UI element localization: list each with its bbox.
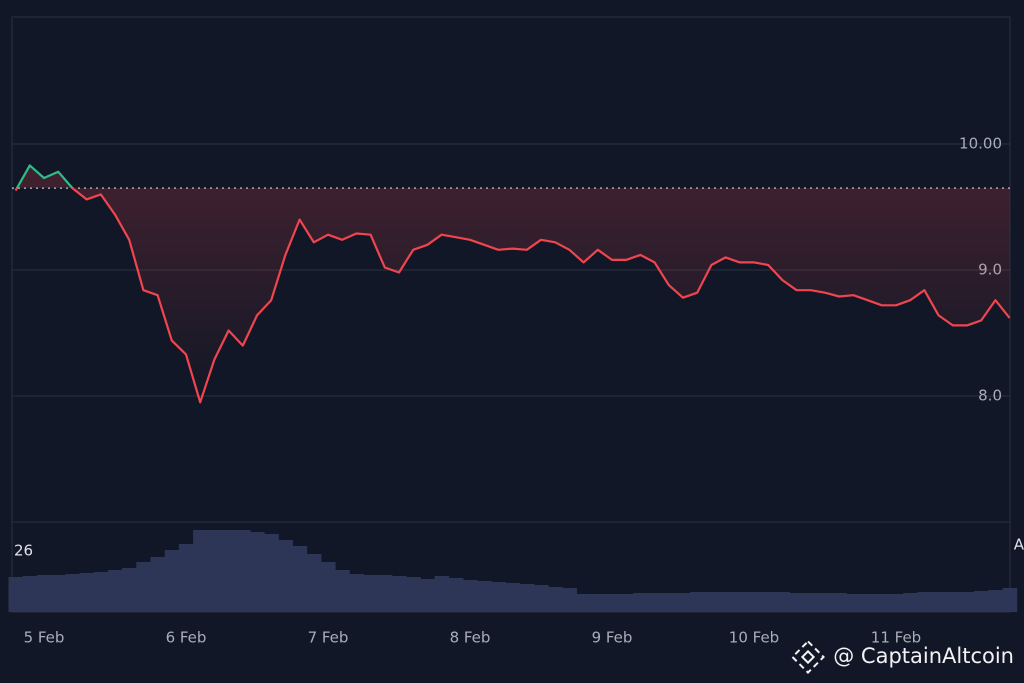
- watermark: @ CaptainAltcoin: [833, 644, 1014, 668]
- volume-bar: [874, 594, 890, 612]
- volume-bar: [1002, 588, 1018, 612]
- volume-bar: [320, 562, 336, 612]
- x-tick-label: 5 Feb: [24, 629, 65, 647]
- volume-bar: [718, 592, 734, 612]
- x-tick-label: 8 Feb: [450, 629, 491, 647]
- volume-bar: [150, 557, 166, 612]
- volume-bar: [519, 584, 535, 612]
- volume-bar: [647, 593, 663, 612]
- volume-bar: [917, 592, 932, 612]
- x-tick-label: 7 Feb: [308, 629, 349, 647]
- volume-bar: [264, 534, 279, 612]
- volume-bar: [434, 576, 450, 612]
- volume-bar: [462, 580, 478, 612]
- volume-bar: [306, 554, 322, 612]
- volume-bar: [491, 582, 506, 612]
- volume-bar: [661, 593, 677, 612]
- volume-bar: [107, 570, 123, 612]
- volume-bar: [65, 574, 80, 612]
- volume-bar: [79, 573, 95, 612]
- watermark-logo: [791, 640, 825, 674]
- volume-bar: [690, 592, 705, 612]
- volume-bar: [988, 590, 1003, 612]
- volume-bar: [51, 575, 66, 612]
- volume-bar: [93, 572, 109, 612]
- volume-bar: [448, 578, 464, 612]
- volume-bar: [235, 530, 251, 612]
- x-tick-label: 11 Feb: [871, 629, 921, 647]
- volume-label: 26: [14, 542, 33, 560]
- y-tick-label: 10.00: [959, 135, 1002, 153]
- volume-bar: [292, 546, 308, 612]
- volume-bar: [746, 592, 762, 612]
- volume-bar: [945, 592, 961, 612]
- volume-bar: [136, 562, 151, 612]
- volume-bar: [775, 592, 790, 612]
- area-fill: [15, 165, 1010, 403]
- volume-bar: [533, 585, 549, 612]
- volume-bar: [164, 550, 180, 612]
- volume-bar: [888, 594, 904, 612]
- volume-bar: [959, 592, 975, 612]
- volume-bar: [619, 594, 634, 612]
- volume-bar: [8, 577, 24, 612]
- volume-bar: [22, 576, 38, 612]
- volume-bar: [846, 594, 861, 612]
- volume-bar: [675, 593, 691, 612]
- volume-bar: [633, 593, 648, 612]
- volume-bar: [903, 593, 918, 612]
- volume-bar: [278, 540, 293, 612]
- volume-bar: [832, 593, 847, 612]
- volume-bar: [704, 592, 719, 612]
- volume-bar: [732, 592, 748, 612]
- volume-bar: [761, 592, 776, 612]
- volume-bar: [221, 530, 237, 612]
- volume-bar: [36, 575, 52, 612]
- volume-bar: [974, 591, 989, 612]
- volume-bar: [548, 587, 563, 612]
- x-tick-label: 9 Feb: [592, 629, 633, 647]
- volume-bar: [406, 577, 421, 612]
- volume-bar: [391, 576, 407, 612]
- volume-bar: [207, 530, 222, 612]
- volume-bar: [604, 594, 620, 612]
- volume-bar: [803, 593, 819, 612]
- volume-bar: [193, 530, 208, 612]
- x-tick-label: 10 Feb: [729, 629, 779, 647]
- x-tick-label: 6 Feb: [166, 629, 207, 647]
- volume-bar: [335, 570, 350, 612]
- volume-bar: [931, 592, 947, 612]
- volume-right-label: A: [1014, 536, 1024, 554]
- volume-bar: [420, 579, 435, 612]
- volume-bar: [349, 574, 364, 612]
- volume-bar: [122, 568, 137, 612]
- volume-bar: [860, 594, 876, 612]
- volume-bar: [477, 581, 492, 612]
- volume-bar: [789, 593, 805, 612]
- volume-bar: [363, 575, 379, 612]
- price-line: [14, 164, 1011, 404]
- volume-bar: [505, 583, 521, 612]
- y-tick-label: 8.0: [978, 387, 1002, 405]
- volume-bar: [576, 594, 592, 612]
- volume-bar: [249, 532, 265, 612]
- volume-bar: [377, 575, 393, 612]
- volume-bar: [562, 588, 577, 612]
- volume-bar: [817, 593, 833, 612]
- volume-bar: [590, 594, 606, 612]
- volume-bar: [178, 544, 194, 612]
